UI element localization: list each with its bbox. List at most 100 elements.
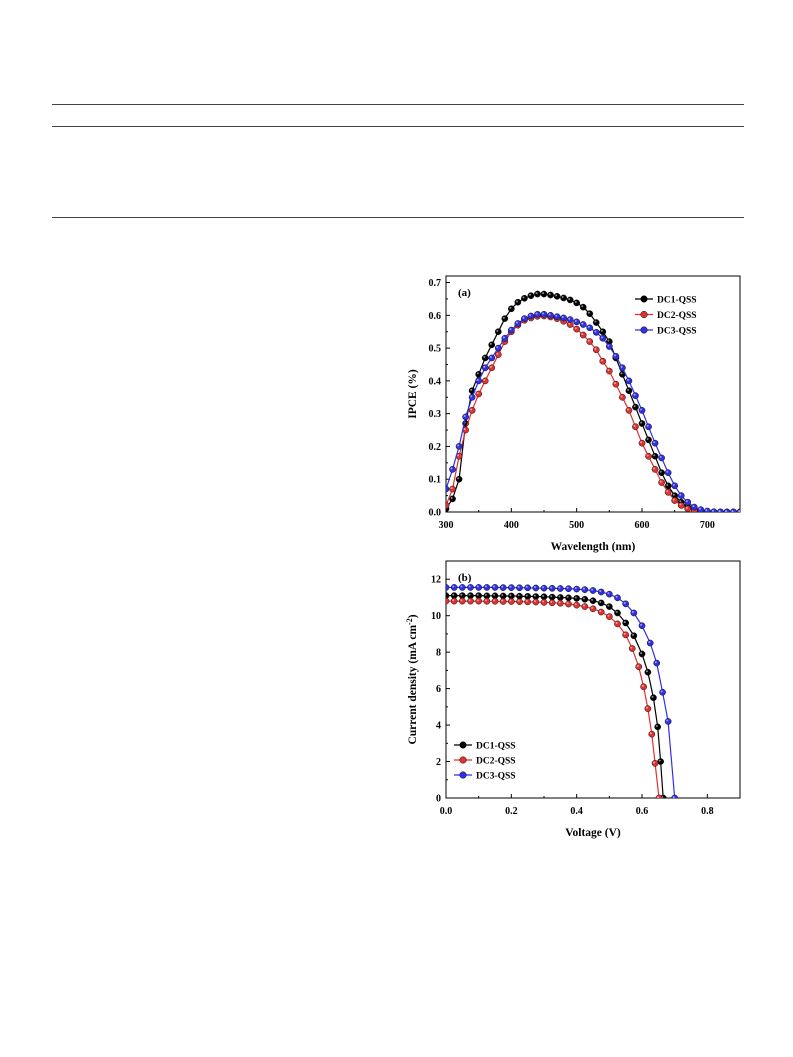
data-point (659, 688, 666, 696)
data-point (651, 452, 659, 460)
data-point-highlight (535, 312, 538, 315)
data-point-highlight (666, 470, 669, 473)
data-point-highlight (522, 316, 525, 319)
series-dc1-qss (446, 592, 667, 798)
data-point-highlight (558, 595, 561, 598)
legend-label: DC1-QSS (476, 742, 516, 752)
data-point (632, 423, 639, 431)
data-point (625, 387, 633, 395)
data-point-highlight (630, 646, 633, 649)
y-tick-label: 0.0 (429, 508, 442, 519)
y-tick-label: 0.1 (429, 475, 442, 486)
series-dc2-qss (446, 597, 663, 798)
panel-label: (a) (458, 287, 471, 299)
y-axis-title-suffix: ) (407, 614, 419, 618)
data-point (458, 597, 466, 605)
data-point (527, 312, 535, 320)
data-point-highlight (446, 504, 447, 505)
data-point (462, 413, 469, 421)
data-point-highlight (509, 306, 512, 309)
data-point (651, 466, 659, 473)
data-point (655, 794, 663, 798)
data-point (573, 595, 581, 602)
data-point-highlight (627, 408, 630, 411)
data-point (664, 482, 672, 490)
data-point (507, 598, 515, 605)
legend-marker (640, 295, 648, 303)
data-point (516, 584, 523, 592)
data-point-highlight (679, 500, 682, 503)
data-point-highlight (542, 292, 545, 295)
data-point-highlight (457, 444, 460, 447)
data-point-highlight (529, 314, 532, 317)
data-point (581, 603, 589, 610)
data-point-highlight (738, 510, 740, 512)
data-point-highlight (566, 595, 569, 598)
data-point (547, 291, 554, 299)
data-point (483, 597, 491, 605)
data-point (501, 334, 509, 342)
data-point (556, 585, 564, 592)
data-point (521, 294, 528, 302)
data-point-highlight (627, 378, 630, 381)
data-point-highlight (468, 599, 471, 602)
data-point-highlight (646, 454, 649, 457)
data-point (488, 364, 496, 372)
x-axis-title: Voltage (V) (565, 827, 621, 839)
legend-item: DC1-QSS (635, 295, 697, 306)
data-point-highlight (550, 595, 553, 598)
data-point-highlight (548, 313, 551, 316)
data-point-highlight (533, 600, 536, 603)
data-point-highlight (654, 661, 657, 664)
data-point (467, 584, 474, 591)
data-point (677, 492, 685, 499)
data-point-highlight (581, 322, 584, 325)
data-point (483, 584, 491, 591)
y-tick-label: 0.6 (429, 311, 442, 322)
data-point (599, 328, 607, 336)
legend-item: DC3-QSS (635, 326, 697, 337)
data-point-highlight (446, 586, 447, 587)
data-point-highlight (535, 292, 538, 295)
data-point (446, 502, 450, 509)
data-point-highlight (646, 437, 649, 440)
data-point-highlight (599, 610, 602, 613)
series-line (446, 313, 740, 512)
data-point-highlight (594, 320, 597, 323)
data-point (586, 324, 594, 332)
data-point (592, 346, 600, 354)
y-tick-label: 12 (431, 575, 441, 586)
data-point-highlight (615, 611, 618, 614)
x-tick-label: 600 (635, 520, 650, 531)
data-point (638, 439, 646, 447)
data-point (507, 305, 515, 313)
data-point (507, 326, 515, 334)
data-point-highlight (542, 600, 545, 603)
data-point-highlight (685, 500, 688, 503)
data-point (605, 613, 613, 620)
data-point (599, 357, 607, 365)
data-point-highlight (483, 356, 486, 359)
data-point (664, 469, 672, 477)
data-point-highlight (470, 408, 473, 411)
data-point-highlight (705, 509, 708, 512)
data-point-highlight (648, 641, 651, 644)
data-point (658, 479, 665, 486)
data-point (540, 584, 548, 592)
data-point (499, 584, 507, 591)
data-point-highlight (666, 719, 669, 722)
data-point (579, 321, 587, 328)
data-point (573, 325, 581, 333)
data-point-highlight (463, 415, 466, 418)
data-point-highlight (452, 585, 455, 588)
data-point (597, 608, 605, 616)
legend-label: DC2-QSS (657, 311, 697, 321)
chart-panel-a: 300 400 500 600 700 0.0 0.1 0.2 0.3 0.4 0.5 0.6 0.7 W… (407, 275, 741, 553)
data-point-highlight (529, 293, 532, 296)
data-point (651, 439, 659, 447)
data-point (494, 328, 502, 336)
data-point (514, 320, 522, 327)
data-point-highlight (460, 599, 463, 602)
series-dc1-qss (446, 290, 740, 512)
data-point-highlight (509, 328, 512, 331)
